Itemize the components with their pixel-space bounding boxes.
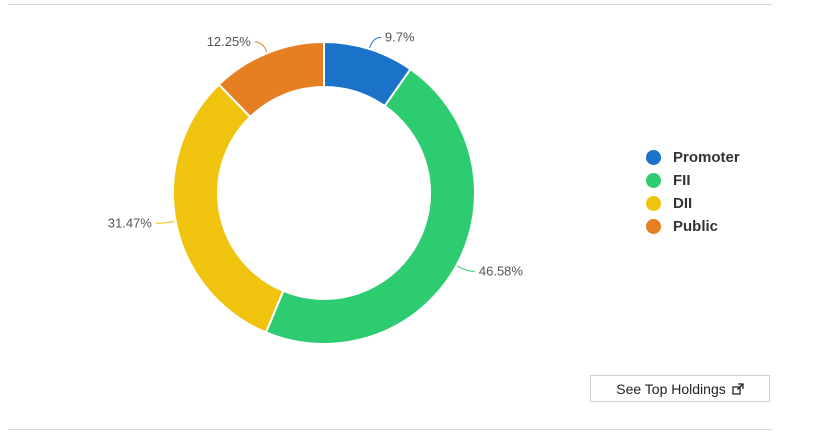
data-label-fii: 46.58% (479, 263, 524, 278)
legend-item-dii[interactable]: DII (646, 193, 740, 213)
legend-label-promoter: Promoter (673, 148, 740, 166)
data-label-public: 12.25% (207, 34, 252, 49)
data-label-dii: 31.47% (108, 215, 153, 230)
see-top-holdings-label: See Top Holdings (616, 380, 726, 397)
slice-fii[interactable] (264, 67, 476, 345)
legend-swatch-fii (646, 172, 661, 188)
see-top-holdings-button[interactable]: See Top Holdings (590, 375, 770, 402)
data-label-promoter: 9.7% (385, 30, 415, 45)
legend-label-dii: DII (673, 194, 693, 212)
connector-dii (155, 220, 175, 224)
legend-item-promoter[interactable]: Promoter (646, 147, 740, 167)
connector-public (254, 41, 268, 53)
top-divider (8, 4, 772, 5)
legend-item-public[interactable]: Public (646, 216, 740, 236)
chart-legend: Promoter FII DII Public (646, 147, 740, 236)
legend-label-public: Public (673, 217, 719, 235)
slice-dii[interactable] (172, 83, 285, 334)
connector-fii (457, 265, 475, 272)
legend-swatch-dii (646, 195, 661, 211)
legend-swatch-promoter (646, 149, 661, 165)
legend-swatch-public (646, 218, 661, 234)
legend-item-fii[interactable]: FII (646, 170, 740, 190)
bottom-divider (8, 429, 772, 430)
external-link-icon (732, 382, 744, 395)
legend-label-fii: FII (673, 171, 691, 189)
slice-public[interactable] (217, 40, 325, 119)
connector-promoter (369, 37, 381, 49)
